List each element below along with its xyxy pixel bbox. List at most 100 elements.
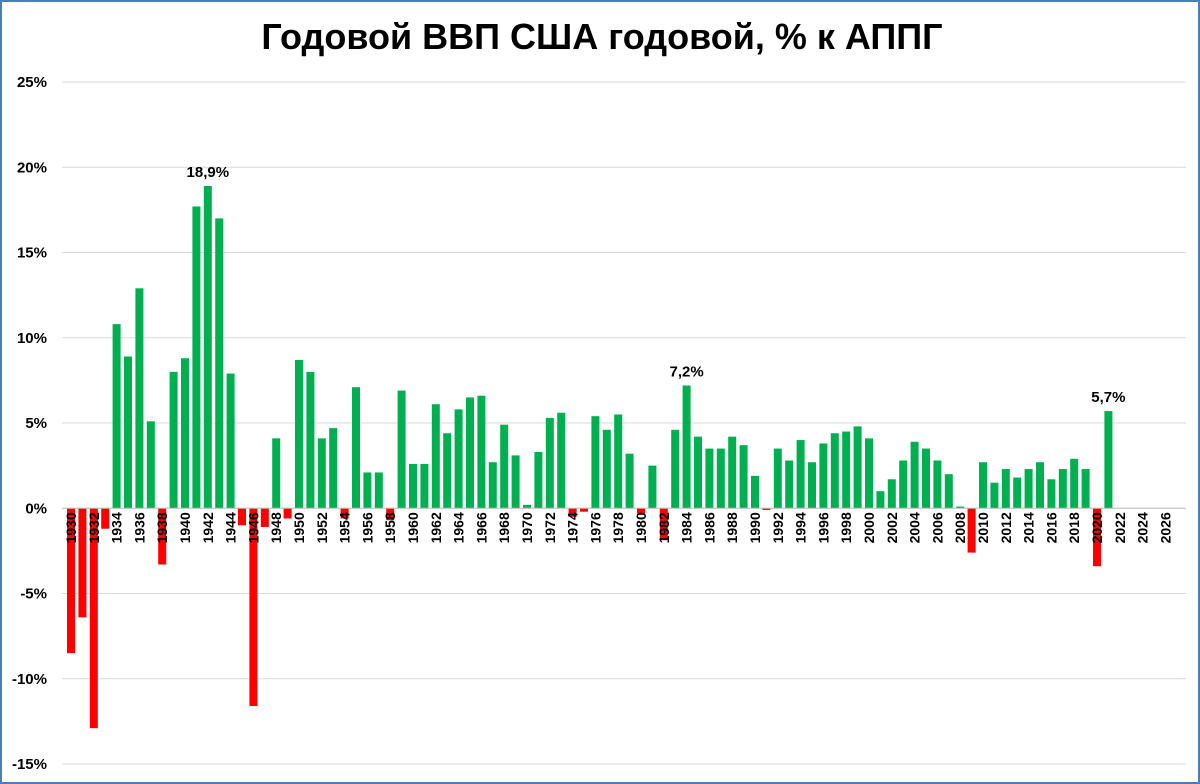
y-tick-label: 10% bbox=[17, 330, 47, 347]
bar bbox=[112, 324, 121, 509]
bar bbox=[716, 448, 725, 509]
bar bbox=[306, 371, 315, 509]
bar bbox=[751, 475, 759, 509]
bar bbox=[1081, 469, 1090, 509]
bar bbox=[796, 440, 805, 509]
x-tick-label: 1936 bbox=[131, 512, 147, 543]
bar bbox=[374, 472, 383, 509]
x-tick-label: 1998 bbox=[838, 512, 854, 543]
x-tick-label: 1966 bbox=[473, 512, 489, 543]
bar bbox=[511, 455, 520, 509]
y-tick-label: 5% bbox=[25, 415, 47, 432]
x-tick-label: 1942 bbox=[200, 512, 216, 543]
x-tick-label: 1986 bbox=[701, 512, 717, 543]
x-tick-label: 2014 bbox=[1021, 512, 1037, 543]
bar bbox=[1001, 469, 1010, 509]
bar bbox=[637, 508, 645, 514]
bar bbox=[238, 508, 246, 526]
bar bbox=[899, 460, 908, 509]
bar bbox=[648, 465, 657, 509]
bar bbox=[865, 438, 873, 509]
bar bbox=[363, 472, 372, 509]
bar bbox=[226, 373, 235, 509]
bar bbox=[944, 474, 953, 509]
bar bbox=[979, 462, 987, 509]
bar bbox=[614, 414, 623, 509]
x-tick-label: 1976 bbox=[587, 512, 603, 543]
y-tick-label: -15% bbox=[12, 756, 47, 773]
bar bbox=[477, 395, 486, 509]
bar bbox=[1070, 458, 1079, 509]
x-tick-label: 2004 bbox=[907, 512, 923, 543]
x-tick-label: 1956 bbox=[359, 512, 375, 543]
bar bbox=[249, 508, 258, 707]
bar bbox=[1093, 508, 1101, 567]
x-tick-label: 2026 bbox=[1157, 512, 1173, 543]
bar bbox=[534, 451, 543, 509]
x-tick-label: 1940 bbox=[177, 512, 193, 543]
bar bbox=[158, 508, 167, 565]
bar bbox=[1104, 411, 1113, 509]
x-tick-label: 1948 bbox=[268, 512, 284, 543]
bar bbox=[295, 359, 303, 509]
x-tick-label: 1952 bbox=[314, 512, 330, 543]
x-tick-label: 1964 bbox=[451, 512, 467, 543]
x-tick-label: 1988 bbox=[724, 512, 740, 543]
x-tick-label: 2000 bbox=[861, 512, 877, 543]
bar bbox=[967, 508, 976, 553]
bar bbox=[591, 416, 600, 509]
bar bbox=[181, 358, 189, 509]
bar bbox=[272, 438, 281, 509]
x-tick-label: 1972 bbox=[542, 512, 558, 543]
x-tick-label: 1982 bbox=[656, 512, 672, 543]
y-tick-label: -10% bbox=[12, 671, 47, 688]
bar bbox=[431, 404, 440, 509]
bar bbox=[922, 448, 930, 509]
x-tick-label: 1990 bbox=[747, 512, 763, 543]
bar bbox=[317, 438, 326, 509]
bar bbox=[785, 460, 794, 509]
bar bbox=[500, 424, 509, 509]
y-tick-label: 25% bbox=[17, 74, 47, 91]
bar bbox=[580, 508, 588, 512]
bar bbox=[773, 448, 782, 509]
bar bbox=[67, 508, 75, 654]
y-tick-label: 0% bbox=[25, 500, 47, 517]
x-tick-label: 1968 bbox=[496, 512, 512, 543]
x-tick-label: 1946 bbox=[245, 512, 261, 543]
bar bbox=[842, 431, 851, 509]
bar bbox=[990, 482, 999, 509]
bar bbox=[135, 288, 144, 509]
bar bbox=[1058, 469, 1067, 509]
x-tick-label: 2018 bbox=[1066, 512, 1082, 543]
bar bbox=[260, 508, 269, 528]
bar bbox=[169, 371, 178, 509]
bar bbox=[1036, 462, 1044, 509]
bar bbox=[89, 508, 98, 729]
bar bbox=[443, 433, 452, 509]
bar bbox=[78, 508, 87, 618]
bar bbox=[192, 206, 201, 509]
bar bbox=[215, 218, 224, 509]
bar bbox=[523, 504, 531, 509]
bar bbox=[682, 385, 691, 509]
x-tick-label: 1932 bbox=[86, 512, 102, 543]
bar bbox=[808, 462, 816, 509]
x-tick-label: 1984 bbox=[679, 512, 695, 543]
y-tick-label: -5% bbox=[20, 586, 47, 603]
x-tick-label: 2010 bbox=[975, 512, 991, 543]
bar bbox=[1047, 479, 1056, 509]
bar bbox=[340, 508, 349, 519]
bar bbox=[762, 508, 771, 510]
bar bbox=[466, 397, 474, 509]
bar bbox=[876, 491, 885, 509]
bar bbox=[956, 506, 965, 509]
bar bbox=[203, 186, 212, 509]
bar bbox=[728, 436, 737, 509]
y-tick-label: 20% bbox=[17, 159, 47, 176]
annotations: 18,9% 7,2% 5,7% bbox=[187, 164, 1126, 406]
bar bbox=[887, 479, 896, 509]
data-label: 5,7% bbox=[1091, 389, 1125, 406]
x-tick-label: 1960 bbox=[405, 512, 421, 543]
x-tick-label: 2008 bbox=[952, 512, 968, 543]
